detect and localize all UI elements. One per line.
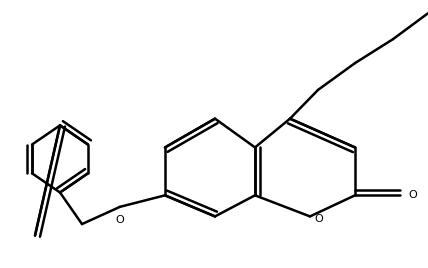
Text: O: O: [409, 190, 417, 200]
Text: O: O: [116, 215, 125, 225]
Text: O: O: [314, 214, 323, 224]
